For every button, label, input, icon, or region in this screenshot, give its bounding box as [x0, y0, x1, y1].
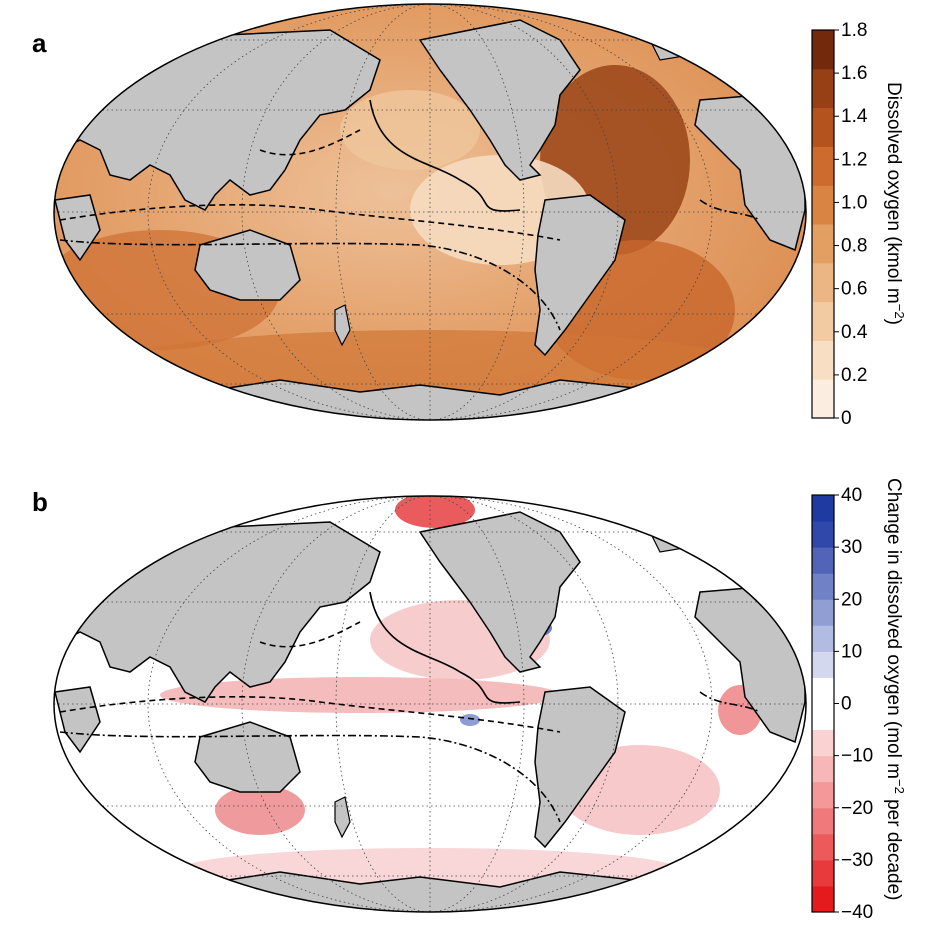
panel-a-letter: a [32, 28, 47, 58]
colorbar-tick-label: 1.8 [841, 20, 867, 41]
colorbar-tick-label: 0.4 [841, 322, 868, 343]
map-border-b [53, 495, 807, 913]
map-border-a [53, 3, 807, 421]
colorbar-tick-label: −30 [841, 850, 873, 871]
colorbar-swatch [812, 781, 834, 809]
land-north-america-b [418, 511, 581, 673]
colorbar-tick-label: 0.8 [841, 236, 867, 257]
oxygen-low-north-pacific [340, 90, 480, 170]
map-panel-b [53, 495, 807, 913]
deox-arctic [395, 496, 475, 528]
colorbar-swatch [812, 495, 834, 522]
land-africa-west-b [54, 686, 101, 754]
colorbar-tick-label: 1.0 [841, 192, 867, 213]
contour-dashed-equatorial-b [59, 695, 561, 733]
land-south-america [534, 194, 626, 357]
colorbar-b: −40 −30 −20 −10 0 10 20 30 40 [811, 485, 873, 923]
map-panel-a [53, 3, 807, 421]
colorbar-swatch [812, 859, 834, 887]
land-australia-b [194, 721, 301, 793]
colorbar-swatch [812, 379, 834, 419]
colorbar-swatch [812, 833, 834, 861]
contour-dashed-north-b [259, 621, 361, 648]
colorbar-swatch [812, 625, 834, 652]
colorbar-swatch [812, 573, 834, 600]
colorbar-border [811, 29, 835, 419]
colorbar-swatch [812, 68, 834, 109]
colorbar-swatch [812, 30, 834, 70]
colorbar-tick-label: −20 [841, 798, 873, 819]
colorbar-swatch [812, 107, 834, 147]
colorbar-swatch [812, 729, 834, 757]
contour-dashdot-atlantic-b [699, 691, 761, 713]
contour-dashdot-atlantic [699, 199, 761, 221]
deox-australia-south [215, 785, 305, 835]
colorbar-swatch [812, 599, 834, 626]
graticule-a [54, 4, 806, 420]
contour-solid-north-pacific-b [369, 591, 521, 704]
land-new-zealand-b [334, 796, 351, 839]
colorbar-swatch [812, 885, 834, 913]
colorbar-tick-label: 0 [841, 408, 852, 429]
contour-dashed-north [259, 129, 361, 156]
colorbar-swatch [812, 224, 834, 264]
contours-b [59, 591, 761, 823]
land-new-zealand [334, 304, 351, 347]
colorbar-tick-label: 30 [841, 537, 862, 558]
colorbar-swatch [812, 677, 834, 704]
colorbar-tick-label: −40 [841, 902, 873, 923]
colorbar-tick-label: 10 [841, 641, 862, 662]
contour-dashdot-south-b [59, 731, 561, 823]
colorbar-tick-label: 0.6 [841, 279, 867, 300]
colorbar-swatch [812, 262, 834, 303]
colorbar-swatch [812, 703, 834, 731]
land-africa-west [54, 194, 101, 262]
contours-a [59, 99, 761, 331]
panel-b-letter: b [32, 487, 48, 517]
colorbar-tick-label: 0.2 [841, 365, 867, 386]
contour-dashdot-south [59, 239, 561, 331]
land-australia [194, 229, 301, 301]
colorbar-tick-label: −10 [841, 746, 873, 767]
colorbar-tick-label: 1.6 [841, 63, 867, 84]
colorbar-tick-label: 1.4 [841, 106, 868, 127]
colorbar-tick-label: 40 [841, 485, 862, 506]
colorbar-a: 0 0.2 0.4 0.6 0.8 1.0 1.2 1.4 1.6 1.8 [811, 20, 868, 429]
land-north-america [418, 19, 581, 181]
colorbar-swatch [812, 301, 834, 341]
colorbar-swatch [812, 146, 834, 186]
colorbar-swatch [812, 651, 834, 678]
colorbar-swatch [812, 755, 834, 783]
land-south-america-b [534, 686, 626, 849]
colorbar-swatch [812, 340, 834, 380]
colorbar-swatch [812, 521, 834, 548]
colorbar-swatch [812, 807, 834, 835]
oxgain-south-pacific [460, 714, 480, 726]
colorbar-a-title: Dissolved oxygen (kmol m−2) [883, 82, 907, 325]
colorbar-swatch [812, 185, 834, 225]
colorbar-tick-label: 0 [841, 694, 852, 715]
contour-dashed-equatorial [59, 203, 561, 241]
colorbar-b-title: Change in dissolved oxygen (mol m−2 per … [883, 478, 907, 901]
contour-solid-north-pacific [369, 99, 521, 212]
colorbar-tick-label: 1.2 [841, 149, 867, 170]
colorbar-swatch [812, 547, 834, 574]
graticule-b [54, 496, 806, 912]
colorbar-tick-label: 20 [841, 589, 862, 610]
